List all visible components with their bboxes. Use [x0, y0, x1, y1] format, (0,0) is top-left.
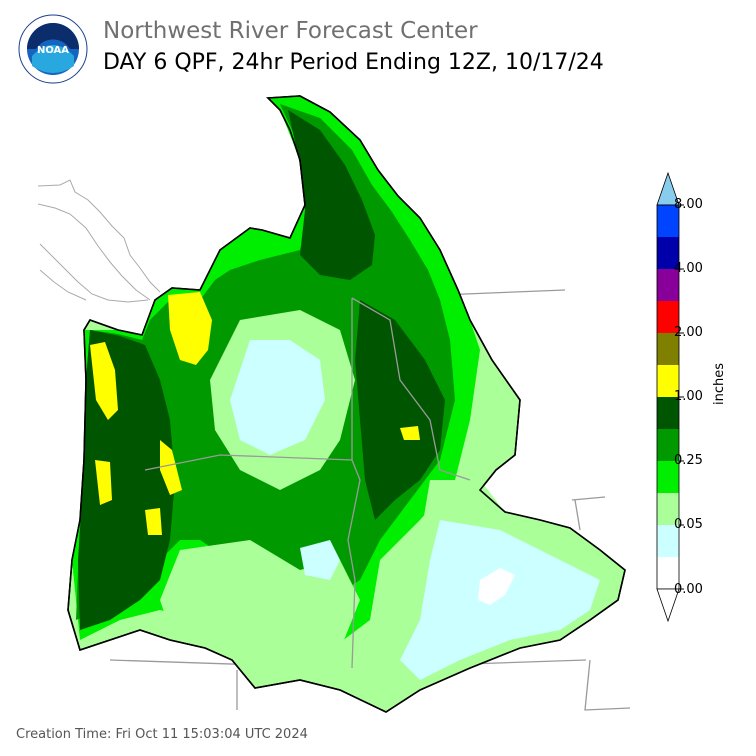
legend-bin — [657, 365, 679, 397]
legend-bin — [657, 269, 679, 301]
legend-tick-label: 8.00 — [674, 197, 703, 212]
product-title: DAY 6 QPF, 24hr Period Ending 12Z, 10/17… — [103, 50, 604, 75]
interior-state-lines — [144, 297, 471, 669]
logo-text: NOAA — [37, 45, 69, 56]
legend-bin — [657, 333, 679, 365]
legend-bin — [657, 461, 679, 493]
legend-bin — [657, 525, 679, 557]
noaa-logo: NOAA — [18, 14, 88, 84]
legend-bin — [657, 397, 679, 429]
legend-tick-label: 4.00 — [674, 261, 703, 276]
legend-under-arrow — [656, 588, 680, 623]
legend-tick-label: 1.00 — [674, 389, 703, 404]
legend-tick-label: 0.00 — [674, 582, 703, 597]
legend-bin — [657, 557, 679, 589]
precip-layers — [67, 95, 626, 713]
coastline-lines — [37, 179, 161, 303]
legend-bin — [657, 493, 679, 525]
legend-tick-label: 2.00 — [674, 325, 703, 340]
legend-bin — [657, 237, 679, 269]
legend-tick-label: 0.05 — [674, 517, 703, 532]
creation-time: Creation Time: Fri Oct 11 15:03:04 UTC 2… — [16, 727, 308, 742]
color-legend — [656, 171, 684, 623]
legend-bin — [657, 205, 679, 237]
legend-units-label: inches — [712, 362, 727, 405]
agency-title: Northwest River Forecast Center — [103, 18, 478, 44]
legend-bin — [657, 301, 679, 333]
legend-tick-label: 0.25 — [674, 453, 703, 468]
legend-bin — [657, 429, 679, 461]
